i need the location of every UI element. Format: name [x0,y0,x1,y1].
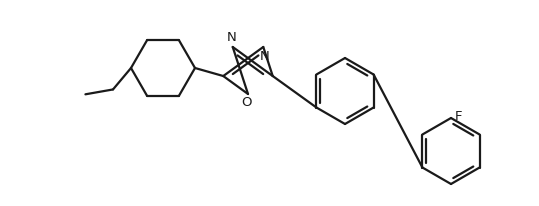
Text: O: O [241,96,251,109]
Text: N: N [227,31,237,44]
Text: F: F [455,110,462,123]
Text: N: N [259,50,269,63]
